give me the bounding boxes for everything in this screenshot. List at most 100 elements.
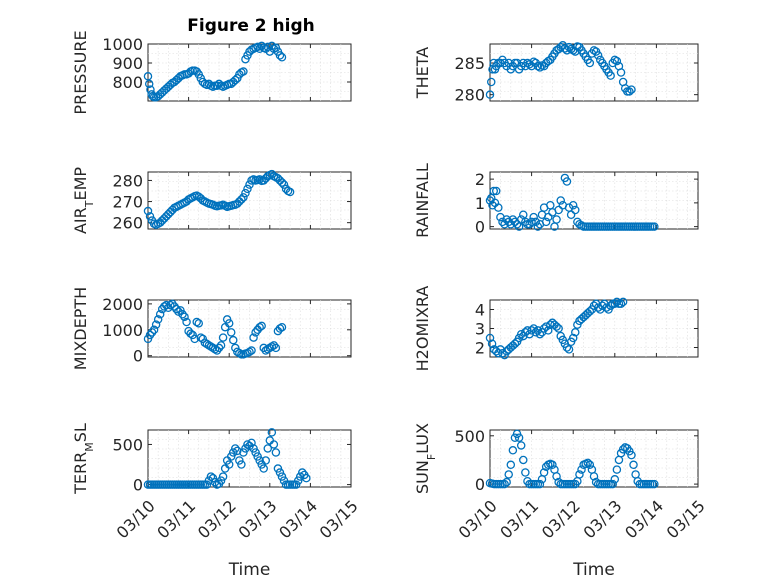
x-tick-label: 03/12	[194, 496, 240, 542]
data-point	[535, 329, 545, 339]
data-point	[253, 452, 262, 461]
data-point	[218, 472, 228, 481]
y-tick-label: 280	[112, 171, 143, 190]
data-point	[208, 473, 218, 483]
x-tick-label: 03/15	[663, 496, 709, 542]
y-tick-label: 3	[475, 320, 485, 339]
data-point	[502, 215, 511, 224]
y-tick-label: 4	[475, 301, 485, 320]
data-point	[616, 299, 626, 309]
data-point	[277, 322, 287, 332]
data-point	[277, 472, 287, 481]
data-point	[485, 333, 495, 343]
y-axis-label: AIRTEMP	[71, 167, 96, 234]
data-point	[568, 200, 578, 210]
data-point	[485, 90, 495, 99]
data-point	[302, 473, 311, 483]
data-point	[541, 217, 551, 227]
data-point	[554, 205, 563, 215]
data-point	[516, 215, 526, 224]
data-point	[229, 335, 238, 345]
data-point	[512, 219, 522, 229]
x-axis-label: Time	[228, 560, 271, 580]
data-point	[508, 446, 518, 455]
data-point	[606, 71, 615, 80]
data-point	[182, 317, 191, 327]
data-point	[269, 341, 279, 350]
data-point	[153, 315, 163, 324]
data-point	[487, 339, 497, 348]
data-point	[527, 217, 536, 227]
data-point	[210, 344, 220, 354]
data-point	[143, 206, 153, 216]
data-point	[291, 480, 301, 489]
data-point	[155, 309, 165, 319]
data-point	[261, 456, 270, 465]
data-point	[521, 217, 530, 227]
data-point	[159, 302, 169, 311]
x-axis-label: Time	[572, 560, 615, 580]
data-point	[275, 324, 285, 333]
data-point	[543, 326, 553, 335]
data-point	[531, 328, 541, 337]
y-axis-label: H2OMIXRA	[413, 286, 432, 372]
data-point	[502, 477, 511, 487]
y-axis-label: MIXDEPTH	[71, 287, 90, 370]
x-tick-label: 03/14	[621, 496, 667, 542]
data-point	[593, 303, 603, 312]
data-point	[556, 196, 565, 205]
data-point	[186, 329, 195, 338]
y-tick-label: 500	[112, 435, 143, 454]
data-point	[168, 299, 177, 309]
y-tick-label: 0	[475, 218, 485, 237]
data-point	[210, 477, 220, 487]
x-tick-label: 03/13	[580, 496, 626, 542]
data-point	[144, 79, 154, 89]
data-point	[531, 217, 541, 227]
data-point	[226, 452, 236, 461]
data-point	[247, 346, 256, 355]
data-point	[285, 187, 295, 197]
data-point	[229, 448, 238, 457]
data-point	[533, 222, 543, 231]
data-point	[166, 300, 175, 310]
data-point	[500, 219, 509, 229]
data-point	[598, 301, 607, 310]
data-point	[245, 347, 254, 357]
data-point	[562, 343, 572, 352]
subplot-theta: 280 285 THETA	[413, 41, 699, 105]
y-tick-label: 2	[475, 339, 485, 358]
subplot-mixdepth: 0 1000 2000 MIXDEPTH	[71, 287, 352, 370]
data-point	[583, 458, 593, 468]
figure-title: Figure 2 high	[187, 16, 315, 36]
data-point	[273, 464, 283, 473]
x-tick-label: 03/13	[235, 496, 281, 542]
data-point	[251, 328, 260, 337]
data-point	[491, 186, 501, 196]
y-tick-label: 2000	[102, 295, 143, 314]
data-point	[612, 56, 622, 66]
y-tick-label: 0	[133, 347, 143, 366]
y-axis-label: PRESSURE	[71, 30, 90, 114]
data-point	[267, 342, 277, 351]
data-point	[239, 193, 248, 202]
data-point	[243, 184, 252, 194]
data-point	[571, 328, 580, 337]
data-point	[618, 297, 628, 307]
data-point	[226, 328, 236, 337]
data-point	[535, 63, 545, 72]
data-point	[267, 428, 277, 437]
data-point	[293, 476, 303, 485]
data-point	[612, 297, 622, 307]
data-point	[612, 465, 622, 474]
data-point	[275, 51, 285, 60]
y-tick-label: 1	[475, 194, 485, 213]
subplot-rainfall: 0 1 2 RAINFALL	[413, 163, 699, 238]
data-point	[627, 85, 636, 94]
data-point	[589, 301, 599, 310]
data-point	[525, 60, 534, 69]
data-point	[552, 322, 561, 331]
data-point	[489, 186, 498, 196]
y-tick-label: 260	[112, 214, 143, 233]
data-point	[206, 472, 216, 481]
